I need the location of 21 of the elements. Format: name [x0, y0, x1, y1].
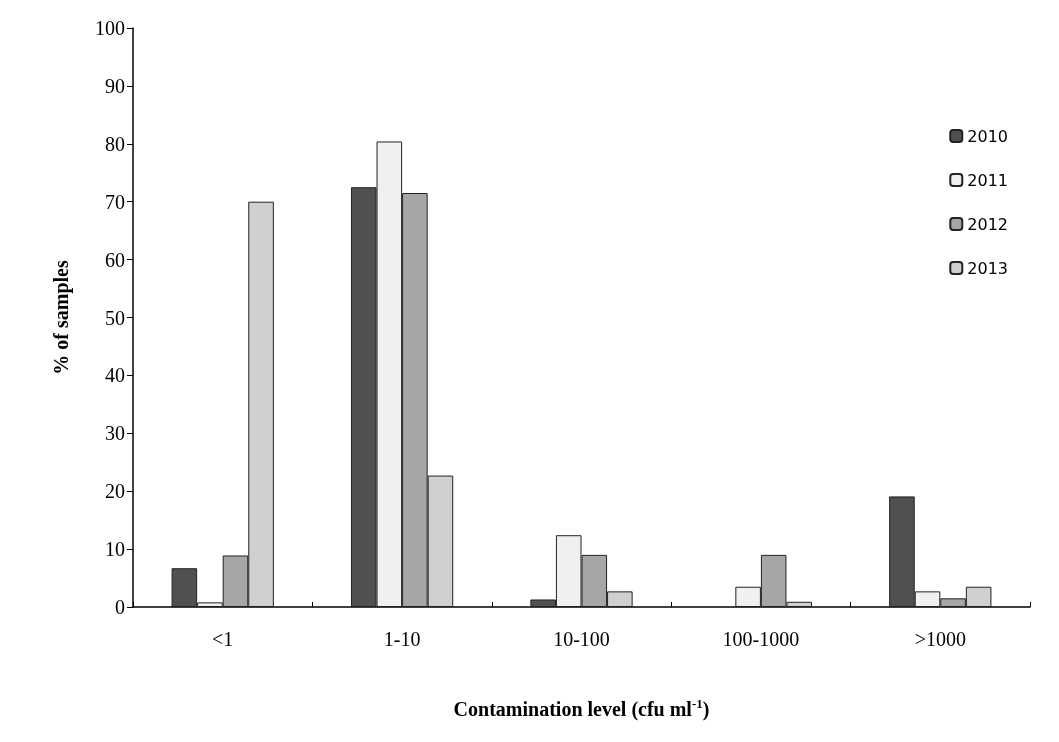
x-tick-label: 100-1000 — [722, 628, 800, 650]
y-tick-label: 90 — [105, 74, 125, 97]
legend-label: 2010 — [967, 126, 1008, 146]
legend-label: 2013 — [967, 258, 1008, 278]
y-tick-label: 0 — [115, 596, 125, 618]
y-tick-label: 10 — [105, 538, 125, 561]
y-tick-label: 60 — [105, 248, 125, 271]
x-tick-label: >1000 — [914, 628, 966, 650]
legend-label: 2011 — [967, 170, 1008, 190]
x-tick-label: <1 — [212, 628, 234, 650]
y-tick-label: 40 — [105, 364, 125, 387]
y-tick-label: 100 — [95, 17, 125, 39]
y-tick-label: 20 — [105, 480, 125, 503]
y-tick-label: 30 — [105, 422, 125, 445]
y-tick-label: 70 — [105, 190, 125, 213]
y-axis-title: % of samples — [50, 260, 73, 375]
y-tick-label: 80 — [105, 132, 125, 155]
x-tick-label: 1-10 — [383, 628, 421, 650]
x-tick-label: 10-100 — [553, 628, 610, 650]
y-tick-label: 50 — [105, 306, 125, 329]
legend-label: 2012 — [967, 214, 1008, 234]
